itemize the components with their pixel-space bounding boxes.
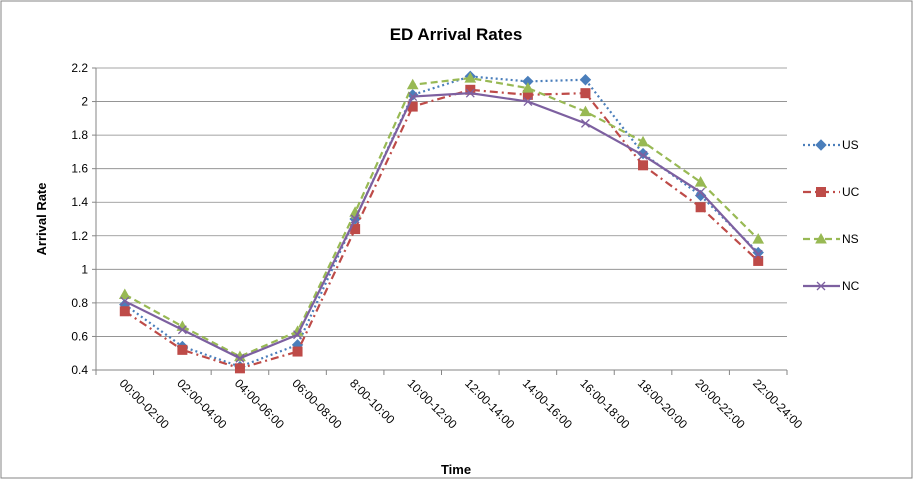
point bbox=[118, 288, 131, 299]
series bbox=[120, 88, 763, 363]
point bbox=[465, 84, 476, 95]
y-tick-label: 2.2 bbox=[71, 61, 88, 75]
point bbox=[464, 72, 477, 83]
point bbox=[637, 135, 649, 147]
legend-label: UC bbox=[842, 185, 860, 199]
point bbox=[293, 330, 303, 340]
point bbox=[579, 105, 592, 117]
legend-label: US bbox=[842, 138, 859, 152]
point bbox=[752, 233, 765, 244]
series bbox=[119, 84, 764, 374]
point bbox=[580, 88, 591, 99]
point bbox=[292, 346, 303, 357]
y-tick-label: 0.4 bbox=[71, 363, 88, 377]
point bbox=[465, 88, 475, 98]
point bbox=[177, 325, 187, 335]
point bbox=[177, 344, 188, 355]
y-axis-label: Arrival Rate bbox=[34, 183, 49, 256]
legend-marker bbox=[816, 281, 826, 291]
y-tick-label: 0.8 bbox=[71, 296, 88, 310]
point bbox=[579, 74, 592, 86]
point bbox=[522, 82, 534, 93]
legend-label: NC bbox=[842, 279, 860, 293]
point bbox=[350, 214, 360, 224]
series-line bbox=[124, 88, 759, 370]
point bbox=[406, 78, 419, 90]
point bbox=[694, 176, 707, 187]
series-line bbox=[124, 92, 760, 360]
point bbox=[580, 118, 590, 128]
point bbox=[695, 202, 706, 213]
point bbox=[119, 306, 130, 317]
chart-title: ED Arrival Rates bbox=[390, 25, 523, 44]
point bbox=[234, 363, 245, 374]
y-tick-label: 1.6 bbox=[71, 162, 88, 176]
point bbox=[523, 97, 533, 107]
point bbox=[638, 150, 648, 160]
legend-marker bbox=[816, 187, 826, 197]
point bbox=[753, 255, 764, 266]
y-tick-label: 0.6 bbox=[71, 329, 88, 343]
point bbox=[120, 296, 130, 306]
x-axis-label: Time bbox=[441, 462, 471, 477]
legend-label: NS bbox=[842, 232, 859, 246]
point bbox=[408, 92, 418, 101]
y-tick-label: 1.2 bbox=[71, 229, 88, 243]
y-tick-label: 1.8 bbox=[71, 128, 88, 142]
point bbox=[694, 189, 707, 202]
point bbox=[753, 249, 763, 259]
point bbox=[638, 160, 649, 171]
y-tick-label: 2 bbox=[81, 95, 88, 109]
legend-marker bbox=[815, 139, 827, 151]
point bbox=[235, 353, 245, 363]
series-line bbox=[124, 76, 759, 358]
legend-marker bbox=[815, 232, 827, 244]
point bbox=[696, 187, 706, 197]
y-tick-label: 1.4 bbox=[71, 195, 88, 209]
y-tick-label: 1 bbox=[81, 262, 88, 276]
